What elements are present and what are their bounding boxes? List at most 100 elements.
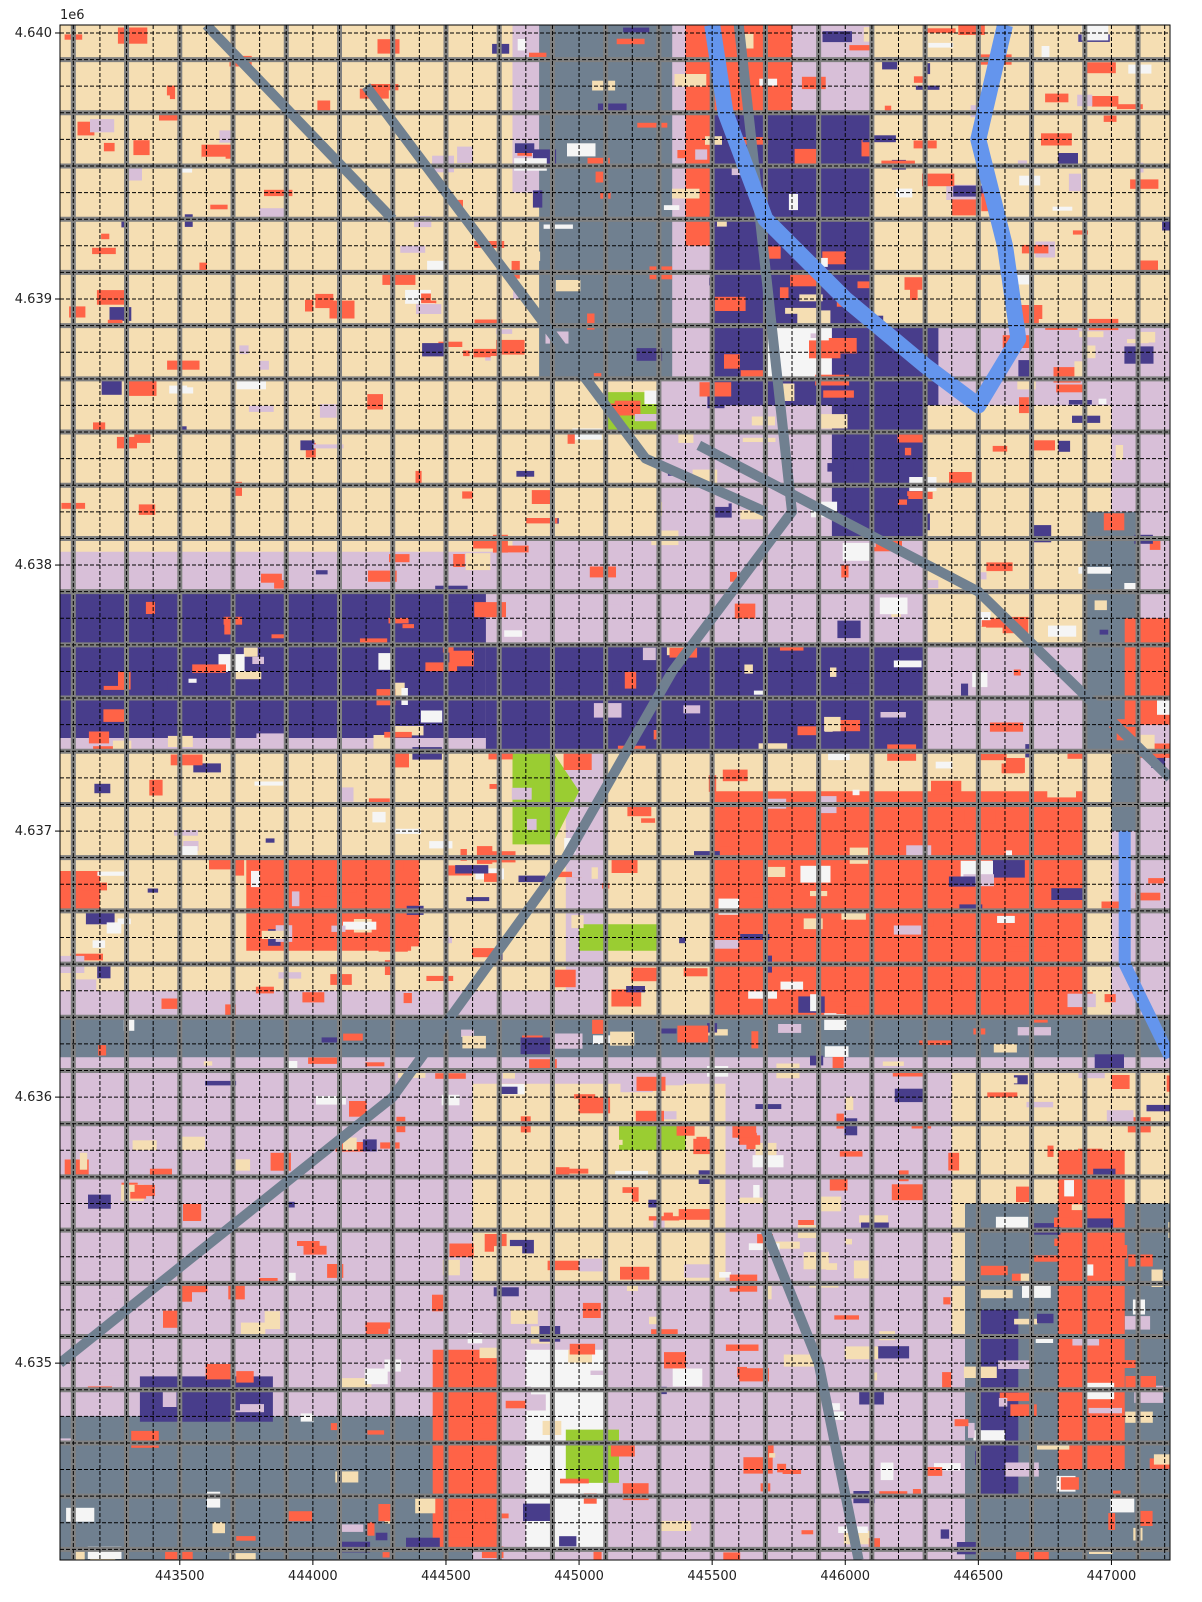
- parcel: [1056, 384, 1086, 393]
- parcel: [149, 1168, 172, 1175]
- parcel: [1078, 567, 1112, 574]
- zone-industrial: [978, 1309, 1019, 1497]
- parcel: [98, 1045, 107, 1056]
- parcel: [384, 960, 394, 975]
- parcel: [892, 1070, 923, 1077]
- parcel: [739, 1197, 767, 1203]
- parcel: [539, 1326, 561, 1342]
- parcel: [1022, 939, 1046, 947]
- parcel: [959, 904, 983, 910]
- y-tick-label: 4.639: [15, 292, 52, 307]
- parcel: [677, 150, 707, 159]
- parcel: [305, 442, 316, 458]
- parcel: [785, 307, 819, 314]
- parcel: [990, 931, 1014, 939]
- parcel: [547, 1260, 579, 1271]
- parcel: [532, 190, 543, 208]
- parcel: [183, 841, 199, 851]
- parcel: [394, 752, 409, 768]
- parcel: [998, 1398, 1008, 1407]
- parcel: [809, 340, 841, 359]
- parcel: [591, 867, 598, 879]
- parcel: [1016, 1186, 1032, 1202]
- parcel: [154, 95, 170, 102]
- parcel: [1051, 888, 1083, 900]
- parcel: [126, 167, 142, 181]
- parcel: [1094, 1054, 1124, 1071]
- parcel: [801, 1530, 814, 1535]
- parcel: [1064, 1180, 1074, 1197]
- parcel: [1168, 1222, 1170, 1238]
- parcel: [411, 946, 434, 960]
- parcel: [1060, 1477, 1079, 1490]
- parcel: [236, 1536, 256, 1541]
- parcel: [1014, 1318, 1038, 1325]
- parcel: [479, 1423, 494, 1439]
- parcel: [278, 972, 302, 979]
- parcel: [881, 160, 915, 166]
- parcel: [935, 761, 953, 769]
- x-tick-label: 447000: [1087, 1569, 1137, 1584]
- parcel: [243, 647, 258, 657]
- parcel: [948, 876, 976, 887]
- parcel: [499, 1086, 518, 1094]
- parcel: [611, 989, 642, 1007]
- parcel: [836, 1113, 844, 1129]
- parcel: [981, 620, 994, 627]
- parcel: [826, 1263, 838, 1270]
- parcel: [188, 678, 197, 683]
- parcel: [520, 1037, 552, 1055]
- parcel: [719, 846, 739, 859]
- parcel: [849, 45, 871, 51]
- parcel: [367, 1430, 385, 1435]
- parcel: [616, 38, 645, 45]
- parcel: [332, 377, 356, 390]
- parcel: [751, 1031, 759, 1049]
- parcel: [494, 545, 529, 553]
- parcel: [663, 205, 680, 210]
- parcel: [724, 354, 740, 369]
- parcel: [531, 1354, 560, 1369]
- parcel: [465, 553, 491, 571]
- parcel: [587, 313, 595, 330]
- parcel: [578, 1258, 603, 1272]
- parcel: [201, 144, 235, 159]
- parcel: [551, 969, 576, 988]
- parcel: [203, 1061, 213, 1066]
- parcel: [391, 725, 424, 736]
- parcel: [1002, 81, 1032, 98]
- parcel: [174, 830, 198, 836]
- parcel: [460, 849, 467, 861]
- parcel: [678, 1209, 712, 1220]
- parcel: [303, 1245, 327, 1255]
- parcel: [606, 1192, 632, 1203]
- parcel: [1003, 946, 1037, 952]
- parcel: [1058, 440, 1071, 452]
- parcel: [810, 994, 821, 1012]
- parcel: [372, 811, 386, 823]
- parcel: [329, 300, 355, 319]
- parcel: [634, 414, 663, 422]
- parcel: [103, 685, 127, 690]
- parcel: [473, 348, 500, 358]
- parcel: [1067, 993, 1096, 1008]
- parcel: [551, 1033, 583, 1049]
- parcel: [389, 554, 410, 563]
- parcel: [504, 630, 523, 637]
- parcel: [462, 1035, 486, 1049]
- parcel: [567, 430, 575, 444]
- parcel: [1067, 751, 1086, 759]
- parcel: [254, 781, 284, 786]
- parcel: [529, 52, 547, 58]
- parcel: [844, 1118, 858, 1136]
- parcel: [300, 1413, 314, 1422]
- plot-area: [60, 25, 1170, 1560]
- parcel: [908, 491, 933, 499]
- plot-frame: [59, 24, 1171, 1561]
- y-tick-label: 4.640: [15, 26, 52, 41]
- x-tick-label: 445500: [687, 1569, 737, 1584]
- parcel: [388, 617, 409, 624]
- parcel: [578, 1097, 611, 1114]
- parcel: [880, 1462, 894, 1481]
- parcel: [1078, 1148, 1103, 1165]
